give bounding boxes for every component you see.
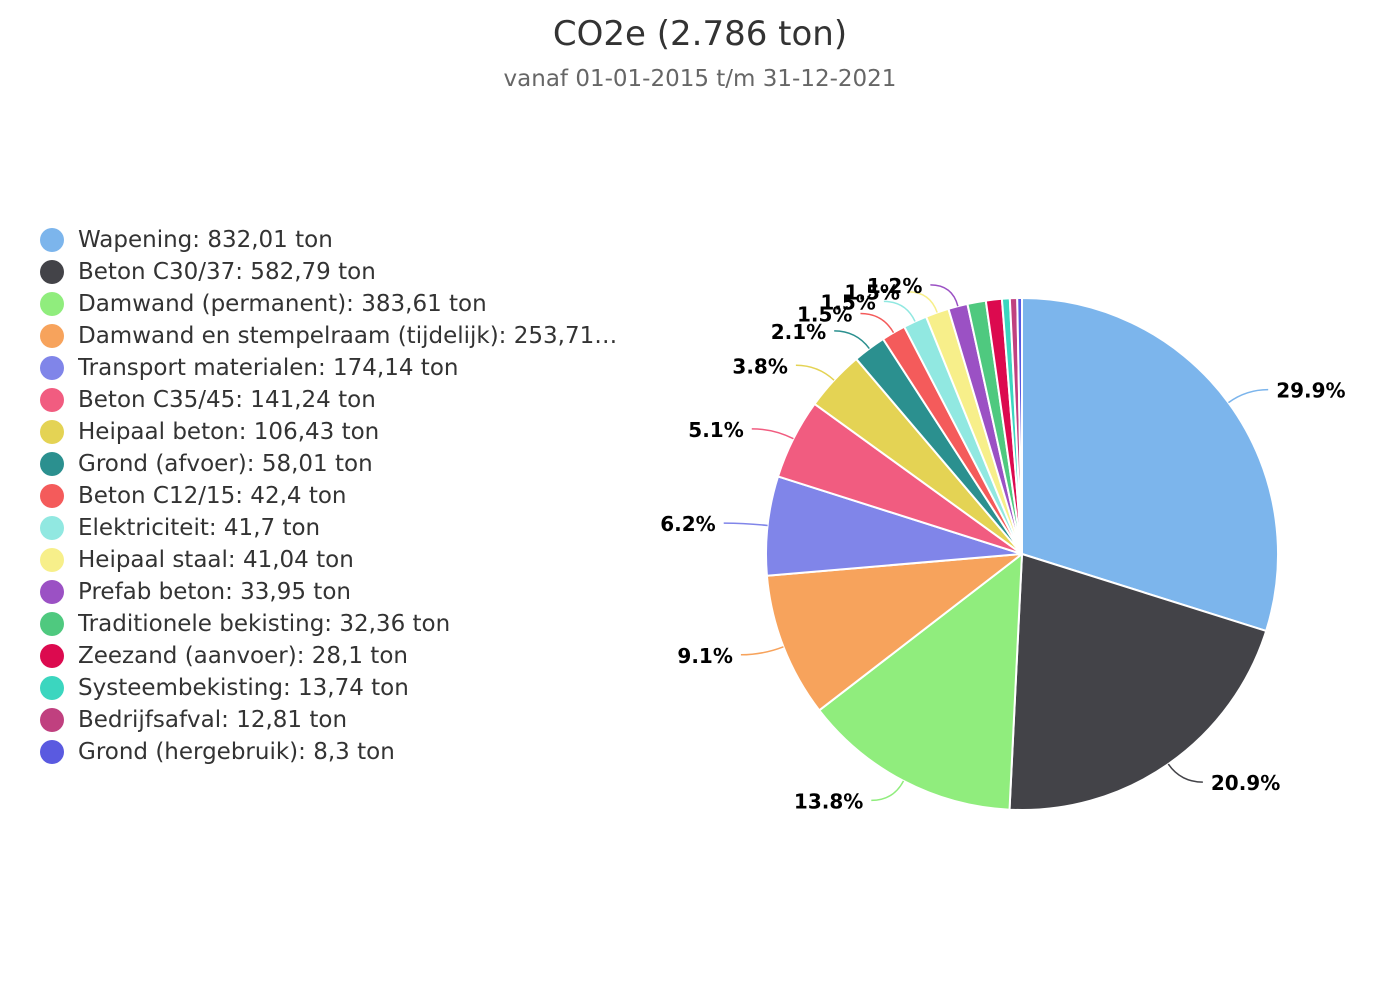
legend-swatch (40, 388, 64, 412)
connector-line (751, 428, 794, 440)
legend-swatch (40, 548, 64, 572)
connector-line (723, 522, 768, 527)
legend-item[interactable]: Elektriciteit: 41,7 ton (40, 512, 617, 544)
legend-swatch (40, 356, 64, 380)
legend-item[interactable]: Damwand en stempelraam (tijdelijk): 253,… (40, 320, 617, 352)
data-label: 29.9% (1276, 379, 1345, 403)
chart-legend: Wapening: 832,01 ton Beton C30/37: 582,79… (40, 224, 617, 768)
legend-swatch (40, 644, 64, 668)
chart-title: CO2e (2.786 ton) (552, 14, 848, 54)
legend-swatch (40, 420, 64, 444)
legend-item[interactable]: Beton C30/37: 582,79 ton (40, 256, 617, 288)
data-label: 13.8% (794, 789, 863, 813)
legend-item[interactable]: Beton C35/45: 141,24 ton (40, 384, 617, 416)
connector-line (883, 300, 916, 322)
legend-swatch (40, 676, 64, 700)
legend-swatch (40, 260, 64, 284)
legend-item[interactable]: Wapening: 832,01 ton (40, 224, 617, 256)
pie-slice[interactable] (1021, 297, 1280, 632)
connector-line (907, 290, 938, 313)
legend-item[interactable]: Grond (hergebruik): 8,3 ton (40, 736, 617, 768)
data-label: 6.2% (660, 512, 715, 536)
legend-item[interactable]: Bedrijfsafval: 12,81 ton (40, 704, 617, 736)
legend-item[interactable]: Heipaal staal: 41,04 ton (40, 544, 617, 576)
legend-swatch (40, 580, 64, 604)
chart-subtitle: vanaf 01-01-2015 t/m 31-12-2021 (503, 66, 897, 92)
legend-swatch (40, 612, 64, 636)
legend-swatch (40, 516, 64, 540)
legend-swatch (40, 484, 64, 508)
legend-item[interactable]: Transport materialen: 174,14 ton (40, 352, 617, 384)
connector-line (834, 330, 870, 349)
data-label: 1.5% (820, 290, 875, 314)
pie-slice[interactable] (765, 553, 1023, 712)
legend-item[interactable]: Systeembekisting: 13,74 ton (40, 672, 617, 704)
data-label: 9.1% (677, 644, 732, 668)
legend-item[interactable]: Heipaal beton: 106,43 ton (40, 416, 617, 448)
data-label: 20.9% (1211, 771, 1280, 795)
connector-line (740, 646, 784, 656)
legend-item[interactable]: Beton C12/15: 42,4 ton (40, 480, 617, 512)
legend-swatch (40, 228, 64, 252)
legend-item[interactable]: Grond (afvoer): 58,01 ton (40, 448, 617, 480)
legend-item[interactable]: Traditionele bekisting: 32,36 ton (40, 608, 617, 640)
connector-line (795, 364, 835, 381)
legend-swatch (40, 740, 64, 764)
legend-swatch (40, 324, 64, 348)
connector-line (871, 780, 905, 802)
data-label: 5.1% (688, 418, 743, 442)
legend-item[interactable]: Zeezand (aanvoer): 28,1 ton (40, 640, 617, 672)
data-label: 3.8% (732, 354, 787, 378)
connector-line (930, 284, 959, 307)
data-label: 1.5% (844, 281, 899, 305)
data-label: 2.1% (771, 320, 826, 344)
connector-line (1228, 388, 1269, 404)
legend-swatch (40, 452, 64, 476)
pie-slice[interactable] (1016, 297, 1023, 555)
connector-line (1167, 763, 1203, 783)
legend-swatch (40, 708, 64, 732)
pie-slice[interactable] (818, 553, 1023, 811)
legend-item[interactable]: Prefab beton: 33,95 ton (40, 576, 617, 608)
legend-item[interactable]: Damwand (permanent): 383,61 ton (40, 288, 617, 320)
legend-swatch (40, 292, 64, 316)
data-label: 1.5% (797, 303, 852, 327)
data-label: 1.2% (867, 274, 922, 298)
connector-line (860, 312, 895, 333)
